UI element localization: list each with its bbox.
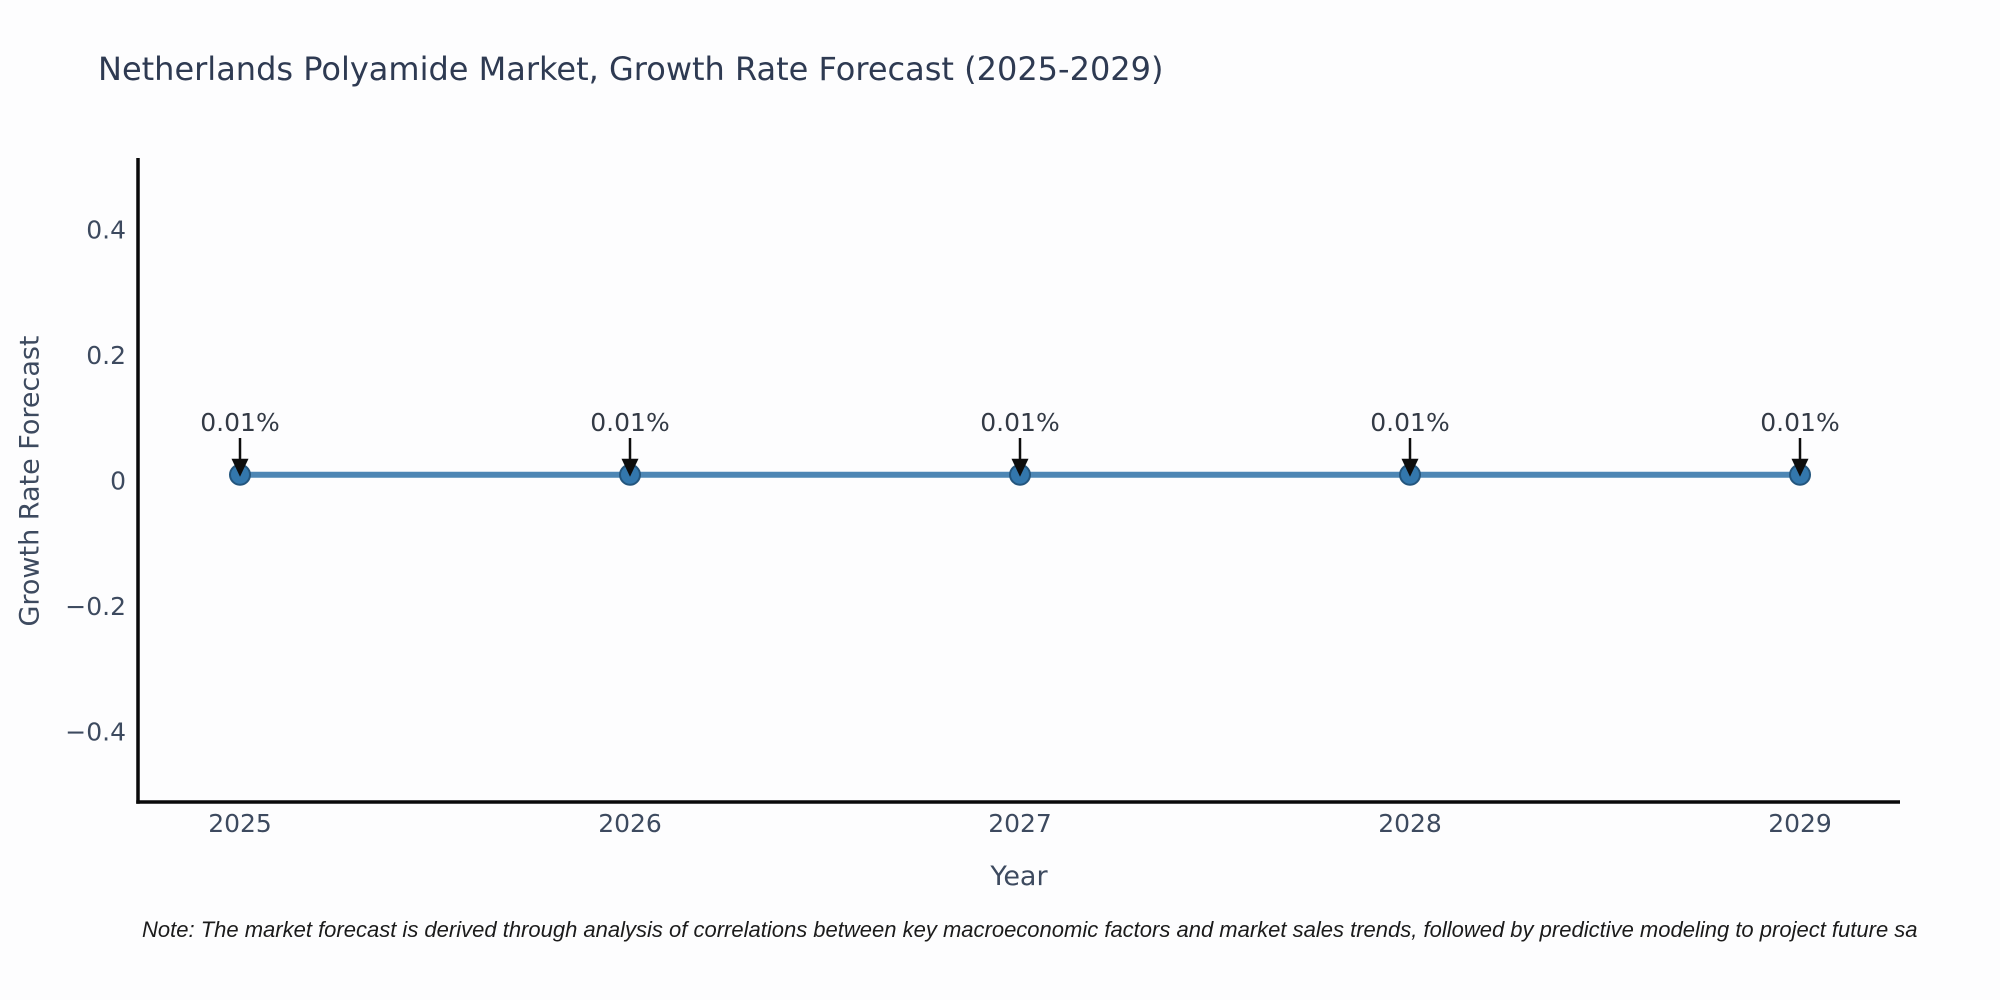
- y-tick-label: 0: [110, 467, 126, 496]
- y-tick-label: 0.4: [86, 216, 126, 245]
- x-tick-label: 2028: [1378, 809, 1442, 838]
- annotation-arrowhead: [1791, 458, 1809, 477]
- data-label: 0.01%: [1760, 408, 1839, 437]
- footnote: Note: The market forecast is derived thr…: [142, 917, 1918, 942]
- data-label: 0.01%: [980, 408, 1059, 437]
- data-label: 0.01%: [1370, 408, 1449, 437]
- data-label: 0.01%: [200, 408, 279, 437]
- annotation-arrowhead: [621, 458, 639, 477]
- x-tick-label: 2025: [208, 809, 272, 838]
- y-tick-label: −0.2: [65, 592, 126, 621]
- x-axis-title: Year: [989, 861, 1048, 892]
- chart-title: Netherlands Polyamide Market, Growth Rat…: [98, 50, 1164, 88]
- x-tick-label: 2029: [1768, 809, 1832, 838]
- y-tick-label: −0.4: [65, 717, 126, 746]
- x-tick-label: 2027: [988, 809, 1052, 838]
- annotation-arrowhead: [231, 458, 249, 477]
- y-tick-label: 0.2: [86, 341, 126, 370]
- annotation-arrowhead: [1011, 458, 1029, 477]
- data-label: 0.01%: [590, 408, 669, 437]
- annotation-arrowhead: [1401, 458, 1419, 477]
- y-axis-title: Growth Rate Forecast: [15, 335, 46, 626]
- x-tick-label: 2026: [598, 809, 662, 838]
